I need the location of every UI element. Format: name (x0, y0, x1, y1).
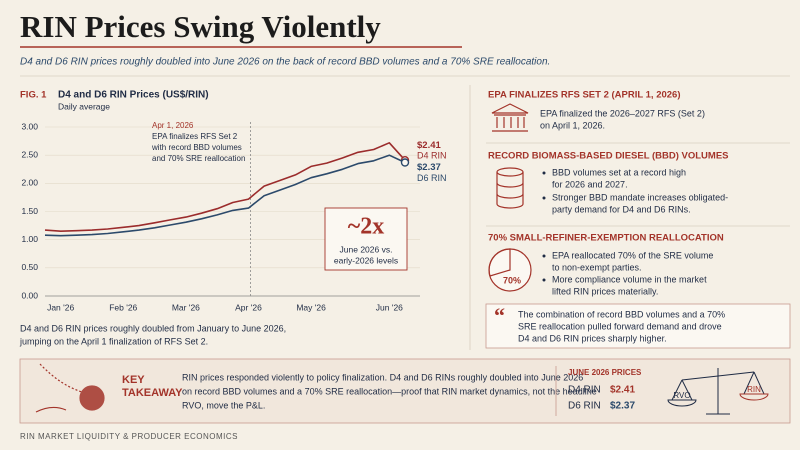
capitol-icon (491, 103, 529, 132)
y-tick-label: 1.50 (21, 206, 38, 216)
value-label: $2.37 (417, 162, 441, 173)
annotation: EPA finalizes RFS Set 2 (152, 132, 238, 141)
takeaway-label: KEY (122, 374, 145, 386)
subtitle: D4 and D6 RIN prices roughly doubled int… (20, 57, 550, 68)
price-value: $2.37 (610, 401, 635, 412)
caption: jumping on the April 1 finalization of R… (19, 336, 208, 346)
price-value: $2.41 (610, 385, 635, 396)
wrecking-ball-icon (35, 363, 105, 413)
bullet-text: party demand for D4 and D6 RINs. (552, 204, 691, 214)
callout-box (324, 207, 408, 271)
legend-label: D4 RIN (417, 151, 447, 161)
y-tick-label: 3.00 (21, 121, 38, 131)
bullet-text: BBD volumes set at a record high (552, 167, 686, 177)
quote-box (485, 303, 791, 349)
bullet-text: to non-exempt parties. (552, 262, 642, 272)
quote-text: D4 and D6 RIN prices sharply higher. (518, 333, 667, 343)
quote-text: The combination of record BBD volumes an… (518, 309, 725, 319)
quote-mark: “ (494, 303, 505, 328)
bullet (542, 254, 546, 258)
y-tick-label: 2.00 (21, 178, 38, 188)
value-label: $2.41 (417, 140, 441, 151)
series-line (44, 154, 406, 237)
annotation: Apr 1, 2026 (152, 121, 194, 130)
bullet (542, 278, 546, 282)
title: RIN Prices Swing Violently (20, 9, 381, 44)
series-line (44, 142, 406, 232)
section-title: RECORD BIOMASS-BASED DIESEL (BBD) VOLUME… (488, 151, 729, 162)
bullet-text: More compliance volume in the market (552, 274, 707, 284)
pie-label: 70% (503, 275, 521, 285)
bullet-text: lifted RIN prices materially. (552, 286, 658, 296)
fig-label: FIG. 1 (20, 90, 47, 101)
y-tick-label: 2.50 (21, 149, 38, 159)
x-tick-label: Apr '26 (235, 302, 262, 312)
x-tick-label: Jan '26 (47, 302, 74, 312)
footer: RIN MARKET LIQUIDITY & PRODUCER ECONOMIC… (20, 432, 238, 441)
y-tick-label: 1.00 (21, 234, 38, 244)
y-tick-label: 0.50 (21, 262, 38, 272)
chart-subtitle: Daily average (58, 101, 110, 111)
y-tick-label: 0.00 (21, 290, 38, 300)
takeaway-box (19, 358, 791, 424)
x-tick-label: Feb '26 (109, 302, 137, 312)
x-tick-label: May '26 (296, 302, 326, 312)
callout-text: early-2026 levels (334, 255, 398, 265)
annotation: and 70% SRE reallocation (152, 154, 245, 163)
caption: D4 and D6 RIN prices roughly doubled fro… (20, 323, 286, 333)
takeaway-text: on record BBD volumes and a 70% SRE real… (182, 386, 597, 396)
quote-text: SRE reallocation pulled forward demand a… (518, 321, 722, 331)
section-text: on April 1, 2026. (540, 120, 605, 130)
bullet-text: Stronger BBD mandate increases obligated… (552, 192, 728, 202)
takeaway-label: TAKEAWAY (122, 387, 183, 399)
bullet (542, 171, 546, 175)
x-tick-label: Jun '26 (376, 302, 403, 312)
legend-label: D6 RIN (417, 173, 447, 183)
takeaway-text: RIN prices responded violently to policy… (182, 372, 583, 382)
barrel-icon (496, 167, 524, 209)
chart-title: D4 and D6 RIN Prices (US$/RIN) (58, 90, 209, 101)
annotation: with record BBD volumes (151, 143, 242, 152)
chart: 0.00 0.50 1.00 1.50 2.00 2.50 3.00 Jan '26 Feb '… (21, 121, 446, 312)
section-title: 70% SMALL-REFINER-EXEMPTION REALLOCATION (488, 233, 724, 244)
scale-icon (667, 368, 769, 415)
pie-icon (488, 248, 532, 292)
takeaway-text: RVO, move the P&L. (182, 400, 265, 410)
bullet-text: EPA reallocated 70% of the SRE volume (552, 250, 713, 260)
price-name: D4 RIN (568, 385, 601, 396)
bullet (542, 196, 546, 200)
section-title: EPA FINALIZES RFS SET 2 (APRIL 1, 2026) (488, 90, 681, 101)
bullet-text: for 2026 and 2027. (552, 179, 628, 189)
scale-label: RIN (747, 385, 761, 394)
prices-title: JUNE 2026 PRICES (568, 368, 642, 377)
callout-headline: ~2x (348, 214, 384, 240)
end-marker (400, 158, 410, 167)
callout-text: June 2026 vs. (340, 244, 393, 254)
x-tick-label: Mar '26 (172, 302, 200, 312)
scale-label: RVO (673, 391, 690, 400)
price-name: D6 RIN (568, 401, 601, 412)
section-text: EPA finalized the 2026–2027 RFS (Set 2) (540, 108, 705, 118)
